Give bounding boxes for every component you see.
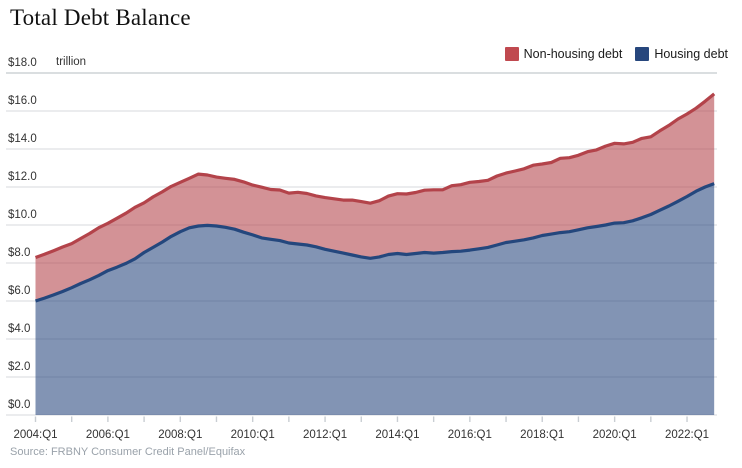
chart-title: Total Debt Balance xyxy=(10,5,191,30)
x-tick-label: 2008:Q1 xyxy=(158,429,203,441)
x-tick-label: 2006:Q1 xyxy=(85,429,130,441)
x-tick-label: 2020:Q1 xyxy=(592,429,637,441)
y-tick-label: $8.0 xyxy=(8,247,31,259)
y-tick-label: $14.0 xyxy=(8,133,37,145)
y-tick-label: $6.0 xyxy=(8,285,31,297)
legend-item-housing: Housing debt xyxy=(635,47,728,61)
y-tick-label: $4.0 xyxy=(8,323,31,335)
x-tick-label: 2022:Q1 xyxy=(664,429,710,441)
source-note: Source: FRBNY Consumer Credit Panel/Equi… xyxy=(10,446,246,458)
x-tick-label: 2010:Q1 xyxy=(230,429,275,441)
housing-debt-line xyxy=(35,182,715,303)
legend-label: Housing debt xyxy=(654,47,728,61)
housing-area xyxy=(35,183,715,415)
housing-swatch-icon xyxy=(635,47,650,61)
y-tick-label: $12.0 xyxy=(8,171,37,183)
y-tick-label: $18.0 xyxy=(8,57,37,69)
legend: Non-housing debt Housing debt xyxy=(504,47,728,61)
non-housing-area xyxy=(35,93,715,302)
x-tick-label: 2018:Q1 xyxy=(520,429,565,441)
legend-label: Non-housing debt xyxy=(523,47,623,61)
x-tick-label: 2012:Q1 xyxy=(303,429,348,441)
total-debt-line xyxy=(34,92,716,260)
y-tick-label: $10.0 xyxy=(8,209,37,221)
legend-item-non-housing: Non-housing debt xyxy=(504,47,623,61)
y-tick-label: $16.0 xyxy=(8,95,37,107)
y-axis-unit-label: trillion xyxy=(56,56,87,68)
x-tick-label: 2016:Q1 xyxy=(447,429,492,441)
y-tick-label: $2.0 xyxy=(8,361,31,373)
y-tick-label: $0.0 xyxy=(8,399,31,411)
x-tick-label: 2004:Q1 xyxy=(13,429,58,441)
x-tick-label: 2014:Q1 xyxy=(375,429,420,441)
non-housing-swatch-icon xyxy=(504,47,519,61)
